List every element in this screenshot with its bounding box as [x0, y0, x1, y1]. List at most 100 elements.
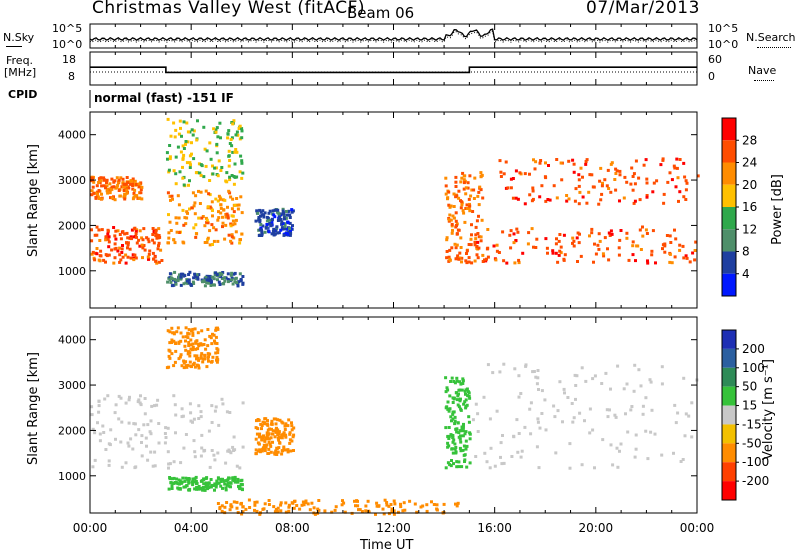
power-cell	[610, 161, 614, 165]
power-cell	[240, 136, 244, 140]
velocity-cell	[512, 434, 516, 438]
power-cell	[538, 195, 542, 199]
velocity-cell	[213, 458, 217, 462]
velocity-cell	[220, 509, 224, 513]
velocity-cell	[194, 347, 198, 351]
velocity-cell	[375, 504, 379, 508]
power-cell	[468, 202, 471, 206]
velocity-cell	[289, 449, 293, 453]
velocity-cell	[356, 504, 360, 508]
velocity-cell	[216, 476, 220, 480]
power-cell	[280, 220, 284, 224]
velocity-cell	[450, 459, 453, 462]
velocity-cell	[457, 405, 461, 409]
velocity-cell	[237, 484, 240, 488]
power-cell	[637, 176, 641, 180]
time-tick-label: 04:00	[174, 521, 209, 535]
power-cell	[139, 191, 143, 195]
nave-legend-line	[754, 80, 774, 81]
power-cell	[576, 260, 579, 263]
power-cell	[225, 180, 229, 184]
power-cell	[614, 188, 618, 192]
power-cell	[187, 183, 190, 187]
power-cell	[444, 192, 448, 196]
velocity-cell	[179, 481, 183, 485]
velocity-cell	[240, 483, 244, 487]
power-cell	[257, 216, 261, 219]
power-cell	[469, 243, 473, 247]
power-cell	[90, 176, 94, 180]
velocity-cell	[630, 405, 634, 408]
power-cell	[232, 182, 236, 186]
power-cell	[227, 129, 231, 133]
velocity-cell	[468, 432, 472, 436]
velocity-cell	[206, 487, 209, 491]
power-cell	[597, 232, 601, 236]
power-cell	[599, 166, 603, 170]
velocity-cell	[274, 449, 278, 453]
velocity-cell	[266, 423, 270, 427]
power-cell	[551, 251, 555, 255]
velocity-cell	[126, 441, 130, 445]
power-cell	[208, 205, 212, 209]
velocity-cell	[146, 423, 150, 427]
power-cell	[556, 260, 560, 264]
power-cell	[100, 192, 103, 196]
velocity-cell	[144, 436, 148, 440]
velocity-cell	[191, 345, 195, 349]
power-cell	[477, 203, 481, 207]
power-cell	[237, 280, 241, 284]
velocity-cell	[626, 430, 630, 434]
power-cell	[445, 256, 449, 260]
power-cell	[495, 243, 499, 247]
power-cell	[283, 222, 287, 226]
power-cell	[129, 256, 133, 260]
power-cell	[470, 233, 473, 237]
power-cell	[290, 210, 294, 214]
velocity-cell	[209, 478, 213, 481]
freq-left-tick-top: 18	[62, 53, 76, 66]
power-cell	[105, 184, 109, 188]
power-cell	[472, 188, 476, 192]
power-cell	[447, 259, 451, 263]
power-cell	[283, 217, 286, 221]
power-cell	[194, 235, 198, 239]
power-cell	[231, 150, 235, 154]
power-cell	[460, 256, 464, 260]
velocity-colorbar-swatch	[722, 348, 736, 368]
power-cell	[557, 239, 561, 243]
power-cell	[235, 203, 239, 207]
velocity-cell	[225, 479, 229, 483]
beam-label: Beam 06	[347, 4, 415, 22]
power-cell	[195, 138, 199, 142]
power-cell	[153, 255, 157, 259]
power-cell	[240, 129, 244, 133]
power-colorbar-tick-label: 20	[742, 178, 757, 192]
power-cell	[512, 241, 516, 245]
power-cell	[208, 193, 212, 197]
velocity-cell	[485, 460, 489, 464]
velocity-cell	[124, 401, 128, 405]
power-cell	[215, 273, 219, 277]
power-cell	[461, 171, 465, 175]
power-cell	[104, 186, 107, 190]
power-cell	[477, 246, 481, 250]
velocity-cell	[451, 417, 455, 421]
velocity-cell	[231, 445, 235, 449]
velocity-cell	[265, 433, 269, 437]
power-cell	[154, 228, 158, 232]
power-cell	[181, 208, 185, 212]
power-cell	[481, 253, 485, 257]
power-cell	[472, 197, 476, 200]
power-cell	[173, 135, 177, 139]
power-cell	[133, 253, 137, 257]
power-cell	[105, 181, 108, 184]
power-cell	[447, 218, 451, 222]
velocity-cell	[619, 442, 623, 446]
power-cell	[598, 179, 602, 183]
velocity-cell	[273, 435, 277, 439]
power-cell	[176, 145, 180, 149]
velocity-cell	[415, 510, 419, 514]
velocity-cell	[236, 477, 240, 481]
velocity-cell	[461, 429, 465, 433]
